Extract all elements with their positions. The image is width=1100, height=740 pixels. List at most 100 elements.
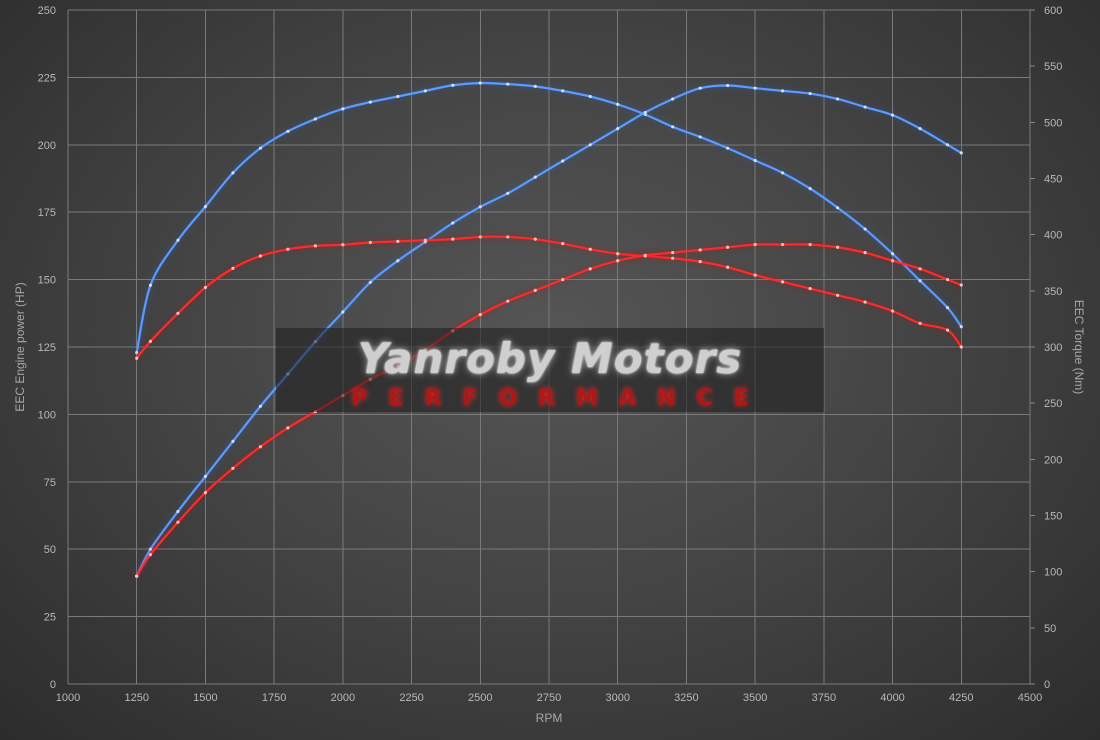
x-tick-label: 4500 — [1018, 692, 1042, 704]
data-point — [258, 404, 262, 408]
data-point — [148, 552, 153, 557]
data-point — [203, 204, 208, 209]
data-point — [808, 242, 812, 247]
data-point — [258, 146, 262, 150]
data-point — [148, 339, 153, 343]
data-point — [176, 238, 180, 242]
data-point — [890, 309, 895, 313]
data-point — [781, 89, 785, 93]
data-point — [135, 574, 139, 578]
x-tick-label: 3500 — [743, 692, 767, 704]
data-point — [341, 107, 345, 111]
x-tick-label: 2500 — [468, 692, 492, 704]
right-tick-label: 100 — [1044, 567, 1062, 579]
data-point — [231, 266, 235, 270]
data-point — [698, 260, 702, 264]
data-point — [959, 345, 963, 349]
data-point — [616, 259, 620, 263]
left-tick-label: 0 — [50, 679, 56, 691]
x-tick-label: 1250 — [124, 692, 148, 704]
data-point — [368, 100, 372, 104]
series-line — [135, 84, 963, 578]
left-tick-label: 50 — [44, 544, 56, 556]
data-point — [286, 129, 290, 133]
data-point — [781, 280, 785, 284]
left-tick-label: 75 — [44, 477, 56, 489]
data-point — [423, 238, 427, 242]
data-point — [423, 89, 427, 93]
left-tick-label: 25 — [44, 612, 56, 624]
data-point — [231, 466, 235, 470]
left-tick-label: 100 — [38, 409, 56, 421]
series-blue-right — [135, 81, 963, 355]
data-point — [643, 253, 647, 257]
data-point — [945, 143, 950, 147]
data-point — [313, 340, 317, 344]
x-tick-label: 3250 — [674, 692, 698, 704]
right-tick-label: 500 — [1044, 117, 1062, 129]
data-point — [396, 364, 400, 368]
data-point — [698, 248, 702, 252]
data-point — [726, 245, 730, 249]
left-tick-label: 225 — [38, 72, 56, 84]
data-point — [863, 300, 867, 304]
right-tick-label: 250 — [1044, 398, 1062, 410]
data-point — [203, 285, 208, 290]
data-point — [836, 293, 840, 297]
data-point — [506, 299, 510, 303]
data-point — [533, 84, 537, 88]
grid — [67, 9, 1035, 685]
right-axis-title: EEC Torque (Nm) — [1072, 300, 1086, 394]
data-point — [918, 321, 922, 326]
data-point — [506, 82, 510, 86]
data-point — [671, 251, 675, 255]
data-point — [368, 240, 372, 245]
data-point — [286, 372, 290, 376]
data-point — [781, 171, 785, 175]
series-red-right — [135, 235, 963, 360]
data-point — [423, 348, 427, 352]
data-point — [561, 242, 565, 246]
data-point — [808, 187, 812, 191]
data-point — [588, 267, 592, 271]
data-point — [148, 283, 153, 287]
data-point — [396, 94, 400, 99]
data-point — [918, 267, 922, 271]
data-point — [616, 127, 620, 131]
x-axis-ticks: 1000 1250 1500 1750 2000 2250 2500 2750 3000 3250… — [56, 692, 1042, 704]
data-point — [808, 286, 812, 291]
data-point — [203, 490, 208, 495]
data-point — [726, 265, 730, 269]
right-tick-label: 450 — [1044, 174, 1062, 186]
x-tick-label: 2750 — [537, 692, 561, 704]
data-point — [286, 247, 290, 251]
x-tick-label: 1500 — [193, 692, 217, 704]
right-tick-label: 600 — [1044, 5, 1062, 17]
data-point — [148, 547, 153, 551]
data-point — [341, 310, 345, 314]
data-point — [616, 252, 620, 256]
left-axis-ticks: 0 25 50 75 100 125 150 175 200 225 250 — [38, 5, 56, 691]
data-point — [890, 113, 895, 117]
data-point — [588, 143, 592, 147]
data-point — [341, 393, 345, 398]
data-point — [945, 328, 950, 332]
left-tick-label: 200 — [38, 140, 56, 152]
series-line — [135, 243, 963, 578]
data-point — [671, 97, 675, 101]
x-tick-label: 1000 — [56, 692, 80, 704]
right-axis-ticks: 0 50 100 150 200 250 300 350 400 450 500 550 600 — [1044, 5, 1062, 691]
data-point — [368, 280, 372, 284]
data-point — [176, 509, 180, 514]
data-point — [588, 94, 592, 99]
data-point — [753, 273, 757, 277]
data-point — [726, 146, 730, 150]
right-tick-label: 200 — [1044, 454, 1062, 466]
data-point — [451, 221, 455, 225]
data-point — [533, 288, 537, 292]
right-tick-label: 50 — [1044, 623, 1056, 635]
data-point — [203, 474, 208, 479]
left-tick-label: 150 — [38, 275, 56, 287]
data-point — [478, 313, 482, 317]
x-tick-label: 4000 — [880, 692, 904, 704]
